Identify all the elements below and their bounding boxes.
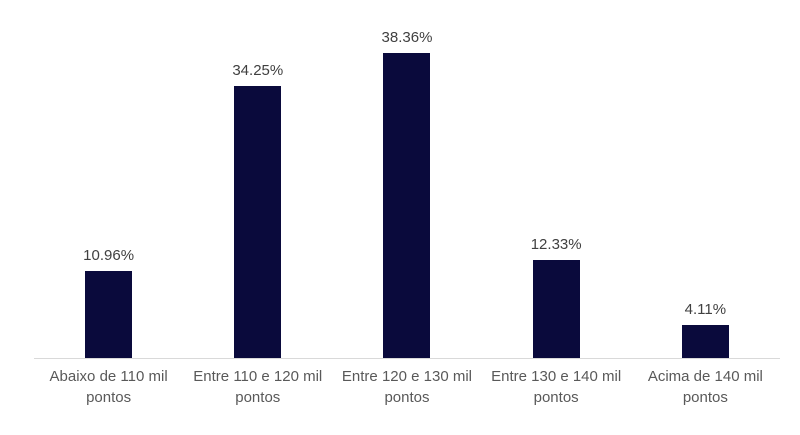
bar-group-abaixo-110: 10.96% bbox=[34, 0, 183, 358]
plot-area: 10.96% 34.25% 38.36% 12.33% 4.11% bbox=[34, 0, 780, 358]
category-label: Entre 120 e 130 mil pontos bbox=[341, 368, 472, 406]
category-label: Entre 110 e 120 mil pontos bbox=[193, 368, 323, 406]
x-axis-line bbox=[34, 358, 780, 359]
bar-group-120-130: 38.36% bbox=[332, 0, 481, 358]
bar bbox=[681, 325, 729, 358]
data-label: 34.25% bbox=[232, 61, 284, 79]
bar-group-130-140: 12.33% bbox=[482, 0, 631, 358]
data-label: 38.36% bbox=[381, 28, 433, 46]
category-label: Entre 130 e 140 mil pontos bbox=[491, 368, 622, 406]
x-axis-labels: Abaixo de 110 mil pontos Entre 110 e 120… bbox=[34, 366, 780, 408]
data-label: 10.96% bbox=[83, 246, 135, 264]
bar-group-110-120: 34.25% bbox=[183, 0, 332, 358]
bar-group-acima-140: 4.11% bbox=[631, 0, 780, 358]
bar bbox=[85, 270, 133, 358]
data-label: 4.11% bbox=[684, 301, 727, 319]
data-label: 12.33% bbox=[530, 235, 582, 253]
category-label: Abaixo de 110 mil pontos bbox=[49, 368, 168, 406]
bar bbox=[532, 259, 580, 358]
bar bbox=[234, 85, 282, 358]
category-label: Acima de 140 mil pontos bbox=[647, 368, 763, 406]
bar bbox=[383, 52, 431, 358]
